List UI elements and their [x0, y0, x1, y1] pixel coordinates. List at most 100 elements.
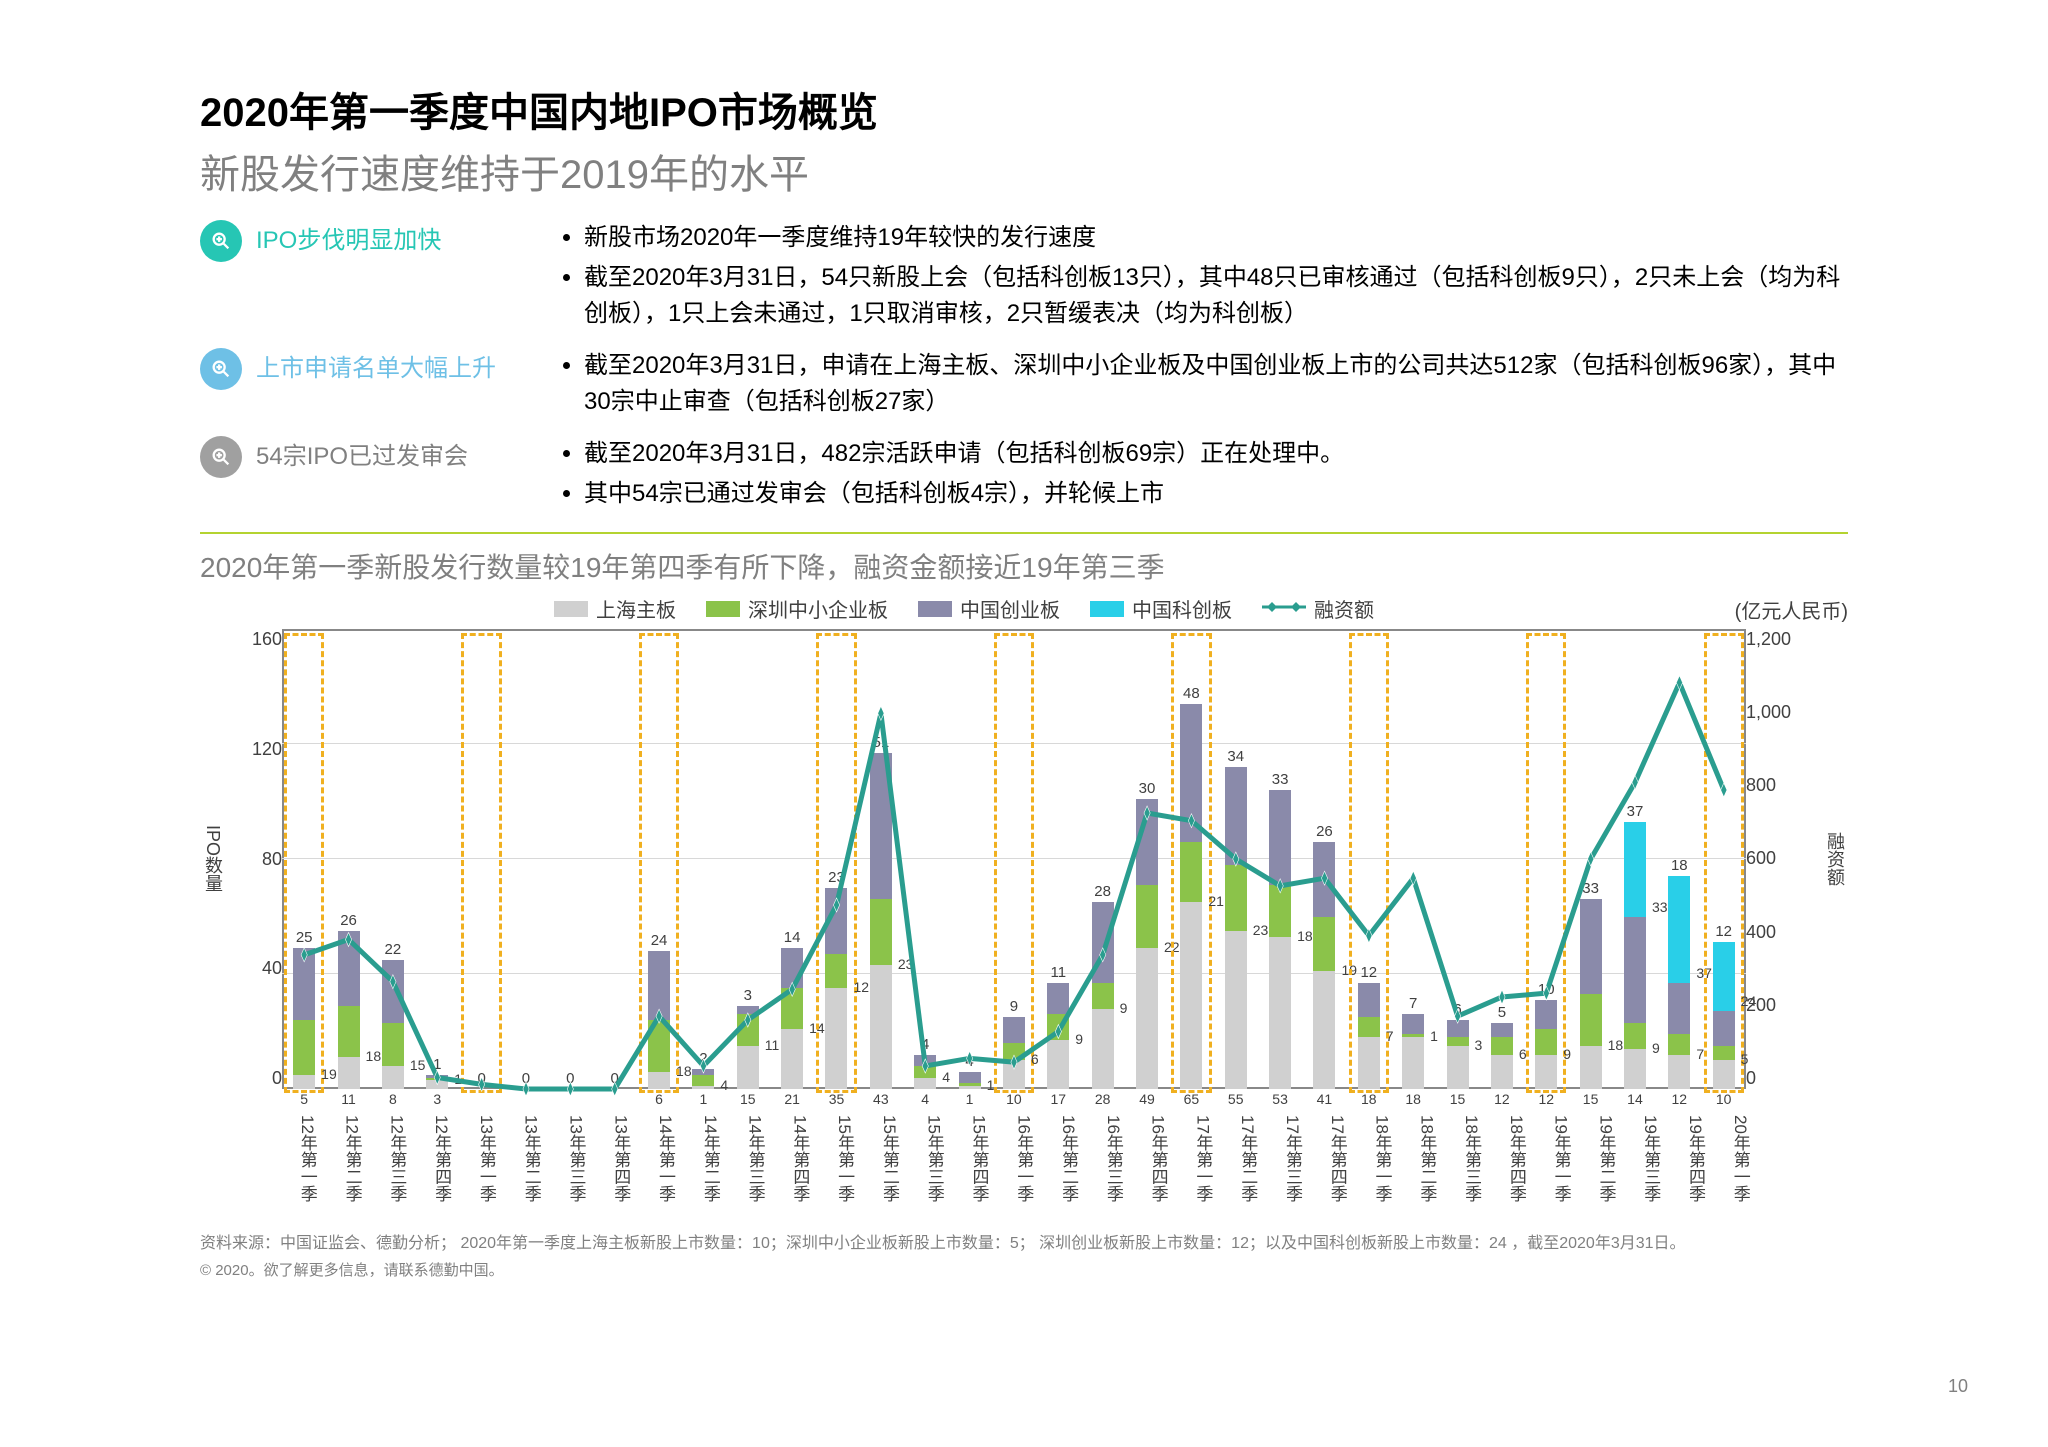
bar-grey-label: 15 [1450, 1091, 1466, 1107]
info-label: 54宗IPO已过发审会 [256, 436, 556, 478]
x-axis-label: 15年第四季 [947, 1089, 992, 1219]
bar-grey-label: 65 [1184, 1091, 1200, 1107]
bar-grey-label: 15 [1583, 1091, 1599, 1107]
x-axis-label: 14年第四季 [768, 1089, 813, 1219]
y-right-tick: 1,000 [1746, 702, 1791, 723]
x-axis-label: 16年第二季 [1036, 1089, 1081, 1219]
legend-swatch [1090, 601, 1124, 617]
legend-label: 深圳中小企业板 [748, 594, 888, 623]
x-axis-label: 19年第四季 [1663, 1089, 1708, 1219]
bar-grey-label: 14 [1627, 1091, 1643, 1107]
bar-grey-label: 10 [1006, 1091, 1022, 1107]
legend-label: 中国科创板 [1132, 594, 1232, 623]
x-axis-label: 12年第一季 [275, 1089, 320, 1219]
x-axis-label: 13年第一季 [454, 1089, 499, 1219]
page-number: 10 [1948, 1376, 1968, 1397]
bar-grey-label: 28 [1095, 1091, 1111, 1107]
bar-grey-label: 35 [829, 1091, 845, 1107]
x-axis-label: 15年第三季 [902, 1089, 947, 1219]
bar-grey-label: 1 [966, 1091, 974, 1107]
x-axis-label: 13年第二季 [499, 1089, 544, 1219]
legend-label: 上海主板 [596, 594, 676, 623]
y-left-tick: 80 [262, 849, 282, 870]
x-axis-label: 13年第四季 [588, 1089, 633, 1219]
bar-grey-label: 43 [873, 1091, 889, 1107]
legend-item: 中国科创板 [1090, 594, 1232, 623]
bullet-item: 新股市场2020年一季度维持19年较快的发行速度 [584, 220, 1848, 256]
bar-grey-label: 5 [300, 1091, 308, 1107]
y-left-tick: 40 [262, 958, 282, 979]
bar-grey-label: 41 [1317, 1091, 1333, 1107]
finance-line [282, 629, 1746, 1089]
bar-grey-label: 11 [341, 1091, 356, 1107]
y-left-tick: 160 [252, 629, 282, 650]
x-axis-label: 13年第三季 [544, 1089, 589, 1219]
x-axis-label: 15年第一季 [812, 1089, 857, 1219]
x-axis-label: 18年第四季 [1484, 1089, 1529, 1219]
bar-grey-label: 18 [1405, 1091, 1421, 1107]
x-axis-label: 14年第二季 [678, 1089, 723, 1219]
info-row: 上市申请名单大幅上升截至2020年3月31日，申请在上海主板、深圳中小企业板及中… [200, 348, 1848, 424]
legend-label: 融资额 [1314, 594, 1374, 623]
x-axis-label: 12年第四季 [409, 1089, 454, 1219]
x-axis-label: 16年第四季 [1126, 1089, 1171, 1219]
bar-grey-label: 12 [1494, 1091, 1510, 1107]
bar-grey-label: 49 [1139, 1091, 1155, 1107]
y-right-tick: 800 [1746, 775, 1776, 796]
chart-area: IPO数量 16012080400 2551926111822815131000… [200, 629, 1848, 1089]
x-axis-label: 18年第一季 [1350, 1089, 1395, 1219]
bar-grey-label: 1 [700, 1091, 708, 1107]
info-row: IPO步伐明显加快新股市场2020年一季度维持19年较快的发行速度截至2020年… [200, 220, 1848, 336]
bullet-item: 其中54宗已通过发审会（包括科创板4宗），并轮候上市 [584, 476, 1848, 512]
x-axis-label: 12年第三季 [365, 1089, 410, 1219]
legend-label: 中国创业板 [960, 594, 1060, 623]
x-axis-label: 17年第二季 [1215, 1089, 1260, 1219]
x-axis-label: 16年第三季 [1081, 1089, 1126, 1219]
info-label: IPO步伐明显加快 [256, 220, 556, 262]
y-right-tick: 1,200 [1746, 629, 1791, 650]
x-axis-label: 20年第一季 [1708, 1089, 1753, 1219]
y-left-ticks: 16012080400 [232, 629, 282, 1089]
bar-grey-label: 55 [1228, 1091, 1244, 1107]
legend-item: 深圳中小企业板 [706, 594, 888, 623]
legend-line-icon [1262, 597, 1306, 620]
divider-line [200, 532, 1848, 534]
bar-grey-label: 10 [1716, 1091, 1732, 1107]
x-axis-label: 14年第三季 [723, 1089, 768, 1219]
chart-unit: (亿元人民币) [1678, 595, 1848, 624]
x-axis-label: 12年第二季 [320, 1089, 365, 1219]
x-axis-label: 17年第一季 [1171, 1089, 1216, 1219]
x-axis-label: 17年第四季 [1305, 1089, 1350, 1219]
legend-swatch [706, 601, 740, 617]
legend-item: 融资额 [1262, 594, 1374, 623]
y-left-axis-label: IPO数量 [200, 825, 226, 892]
legend-item: 上海主板 [554, 594, 676, 623]
info-bullets: 截至2020年3月31日，482宗活跃申请（包括科创板69宗）正在处理中。其中5… [556, 436, 1848, 516]
legend-item: 中国创业板 [918, 594, 1060, 623]
bullet-item: 截至2020年3月31日，482宗活跃申请（包括科创板69宗）正在处理中。 [584, 436, 1848, 472]
bar-grey-label: 4 [921, 1091, 929, 1107]
footnote: 资料来源：中国证监会、德勤分析； 2020年第一季度上海主板新股上市数量：10；… [200, 1233, 1848, 1255]
plot-region: 2551926111822815131000024618214315111421… [282, 629, 1746, 1089]
bar-grey-label: 12 [1672, 1091, 1688, 1107]
bar-grey-label: 3 [433, 1091, 441, 1107]
y-left-tick: 0 [272, 1068, 282, 1089]
bar-grey-label: 6 [655, 1091, 663, 1107]
magnifier-plus-icon [200, 436, 242, 478]
y-right-tick: 0 [1746, 1068, 1756, 1089]
bar-grey-label: 17 [1050, 1091, 1066, 1107]
bar-grey-label: 8 [389, 1091, 397, 1107]
bar-grey-label: 21 [784, 1091, 800, 1107]
x-axis-label: 15年第二季 [857, 1089, 902, 1219]
legend-swatch [918, 601, 952, 617]
magnifier-plus-icon [200, 348, 242, 390]
x-axis-label: 19年第一季 [1529, 1089, 1574, 1219]
y-right-tick: 400 [1746, 922, 1776, 943]
x-axis-label: 16年第一季 [992, 1089, 1037, 1219]
x-axis-label: 19年第三季 [1618, 1089, 1663, 1219]
copyright: © 2020。欲了解更多信息，请联系德勤中国。 [200, 1259, 1848, 1280]
y-right-axis-label: 融资额 [1822, 832, 1848, 886]
chart-title: 2020年第一季新股发行数量较19年第四季有所下降，融资金额接近19年第三季 [200, 546, 1848, 586]
info-bullets: 新股市场2020年一季度维持19年较快的发行速度截至2020年3月31日，54只… [556, 220, 1848, 336]
info-section: IPO步伐明显加快新股市场2020年一季度维持19年较快的发行速度截至2020年… [200, 220, 1848, 516]
